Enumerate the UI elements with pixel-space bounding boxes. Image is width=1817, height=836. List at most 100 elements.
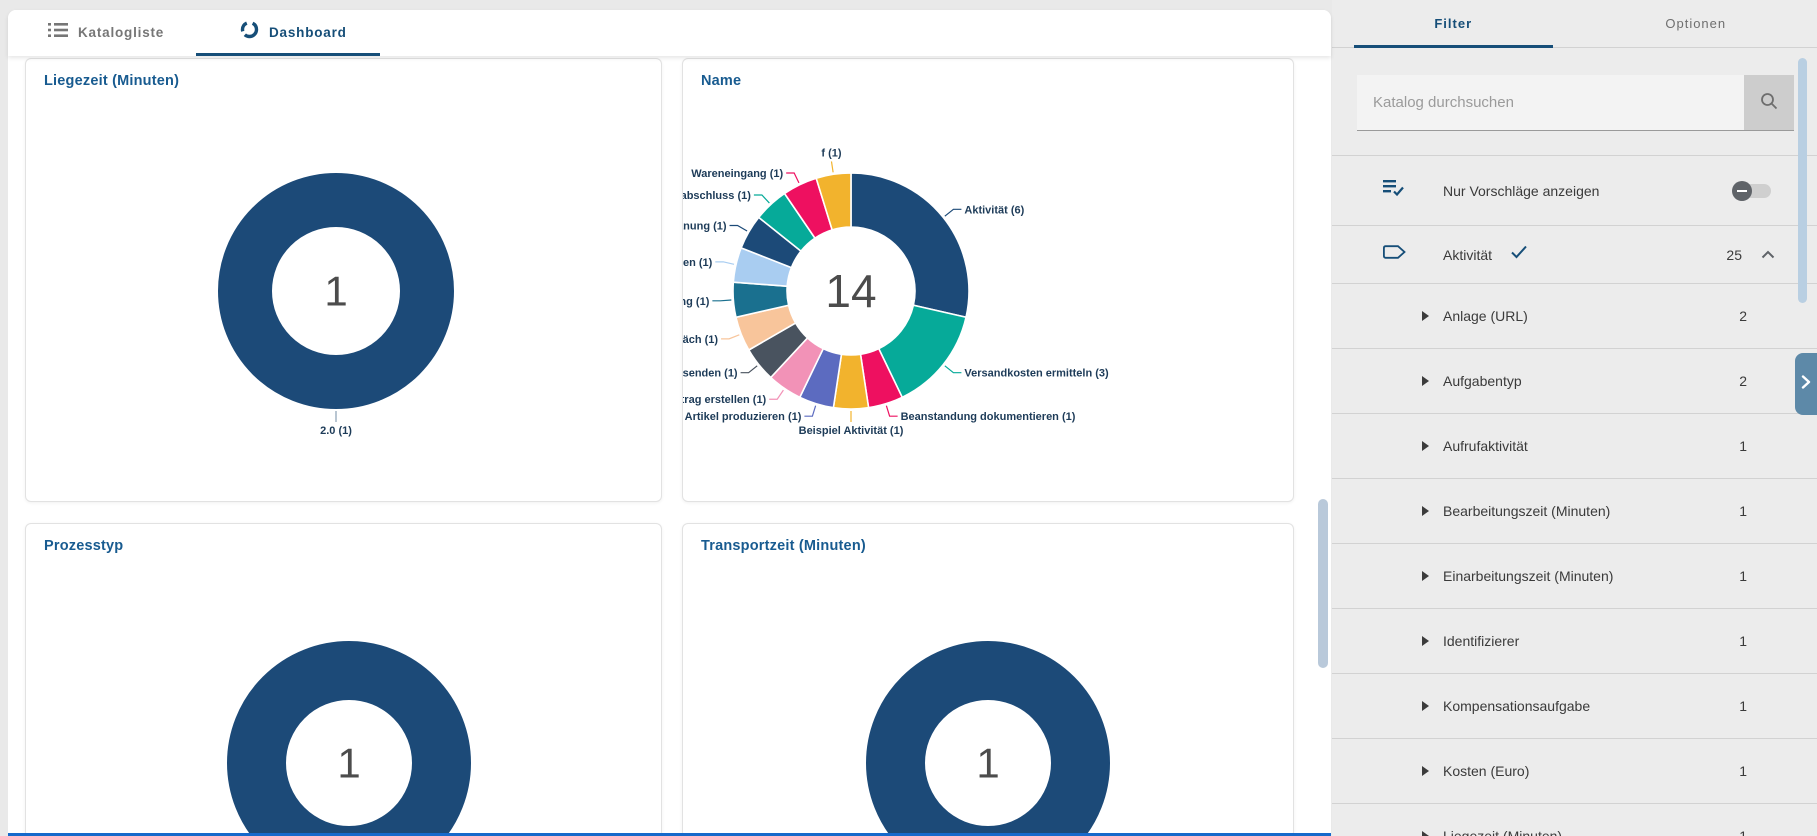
sidebar-scrollbar-thumb[interactable] — [1798, 58, 1807, 303]
group-row-aktivitaet[interactable]: Aktivität 25 — [1332, 226, 1817, 283]
label-leader-line — [753, 194, 770, 204]
tab-optionen[interactable]: Optionen — [1665, 16, 1727, 31]
chart-title: Name — [701, 73, 742, 89]
expand-triangle-icon[interactable] — [1422, 376, 1429, 386]
item-count: 1 — [1739, 828, 1747, 836]
item-count: 1 — [1739, 633, 1747, 649]
tab-katalogliste[interactable]: Katalogliste — [48, 10, 164, 54]
search-input[interactable] — [1357, 75, 1744, 130]
label-leader-line — [721, 334, 740, 340]
item-count: 1 — [1739, 438, 1747, 454]
segment-label: 2.0 (1) — [320, 425, 352, 437]
segment-label: Personalplanung (1) — [683, 296, 710, 308]
item-label: Aufgabentyp — [1443, 373, 1522, 389]
item-label: Einarbeitungszeit (Minuten) — [1443, 568, 1614, 584]
list-item[interactable]: Einarbeitungszeit (Minuten) 1 — [1332, 543, 1817, 608]
expand-triangle-icon[interactable] — [1422, 311, 1429, 321]
tab-dashboard[interactable]: Dashboard — [240, 10, 347, 54]
list-item[interactable]: Aufgabentyp 2 — [1332, 348, 1817, 413]
expand-triangle-icon[interactable] — [1422, 441, 1429, 451]
expand-triangle-icon[interactable] — [1422, 506, 1429, 516]
item-count: 2 — [1739, 308, 1747, 324]
item-label: Identifizierer — [1443, 633, 1520, 649]
toggle-thumb — [1732, 180, 1752, 201]
group-count: 25 — [1726, 246, 1742, 263]
list-item[interactable]: Anlage (URL) 2 — [1332, 283, 1817, 348]
label-leader-line — [944, 365, 962, 374]
horizontal-scroll-indicator[interactable] — [8, 833, 1331, 836]
suggestions-toggle-row: Nur Vorschläge anzeigen — [1332, 156, 1817, 225]
label-leader-line — [786, 172, 800, 184]
expand-triangle-icon[interactable] — [1422, 636, 1429, 646]
expand-triangle-icon[interactable] — [1422, 831, 1429, 836]
list-item[interactable]: Liegezeit (Minuten) 1 — [1332, 803, 1817, 836]
divider — [1332, 155, 1817, 156]
list-item[interactable]: Aufrufaktivität 1 — [1332, 413, 1817, 478]
segment-label: Versandkosten ermitteln (3) — [964, 368, 1109, 380]
tab-dashboard-label: Dashboard — [269, 24, 347, 40]
chart-title: Transportzeit (Minuten) — [701, 538, 866, 554]
donut-center-total: 1 — [337, 740, 360, 787]
donut-chart: Aktivität (6) Versandkosten ermitteln (3)… — [683, 147, 1109, 437]
sidebar-tab-bar: Filter Optionen — [1332, 0, 1817, 48]
label-leader-line — [740, 365, 758, 374]
donut-segment[interactable] — [227, 641, 471, 836]
expand-triangle-icon[interactable] — [1422, 766, 1429, 776]
expand-triangle-icon[interactable] — [1422, 571, 1429, 581]
donut-segment[interactable] — [815, 172, 852, 231]
label-leader-line — [769, 389, 784, 400]
tab-filter[interactable]: Filter — [1332, 0, 1575, 48]
sidebar-collapse-button[interactable] — [1795, 353, 1817, 415]
active-tab-underline — [196, 53, 380, 56]
chart-card-name: Name Aktivität (6) Versandkosten ermittel… — [682, 58, 1294, 502]
segment-label: Lieferantenvertrag erstellen (1) — [683, 394, 767, 406]
group-label: Aktivität — [1443, 246, 1493, 263]
tab-katalogliste-label: Katalogliste — [78, 24, 165, 40]
item-label: Bearbeitungszeit (Minuten) — [1443, 503, 1611, 519]
donut-center-total: 1 — [976, 740, 999, 787]
chart-title: Liegezeit (Minuten) — [44, 73, 180, 89]
segment-label: Bestellte Artikel produzieren (1) — [683, 411, 802, 423]
donut-segment[interactable] — [866, 641, 1110, 836]
item-count: 1 — [1739, 568, 1747, 584]
chart-card-liegezeit: Liegezeit (Minuten) 2.0 (1) 1 — [25, 58, 662, 502]
search-button[interactable] — [1744, 75, 1794, 130]
list-item[interactable]: Kompensationsaufgabe 1 — [1332, 673, 1817, 738]
chart-title: Prozesstyp — [44, 538, 124, 554]
item-label: Aufrufaktivität — [1443, 438, 1528, 454]
label-leader-line — [712, 299, 732, 302]
segment-label: Unternehmensplanung (1) — [683, 221, 727, 233]
list-item[interactable]: Bearbeitungszeit (Minuten) 1 — [1332, 478, 1817, 543]
donut-segment[interactable] — [850, 172, 970, 319]
segment-label: Beispiel Aktivität (1) — [799, 425, 904, 437]
item-count: 1 — [1739, 698, 1747, 714]
chevron-right-icon — [1801, 374, 1811, 394]
donut-segment[interactable] — [218, 173, 454, 409]
list-item[interactable]: Kosten (Euro) 1 — [1332, 738, 1817, 803]
segment-label: f (1) — [821, 147, 842, 159]
main-tab-bar: Katalogliste Dashboard — [8, 10, 1331, 56]
chart-card-prozesstyp: Prozesstyp 1 — [25, 523, 662, 836]
divider — [1332, 225, 1817, 226]
item-label: Kosten (Euro) — [1443, 763, 1530, 779]
filter-sidebar: Filter Optionen — [1332, 0, 1817, 836]
chevron-up-icon[interactable] — [1761, 246, 1775, 264]
label-leader-line — [715, 261, 735, 265]
chart-card-transportzeit: Transportzeit (Minuten) 1 — [682, 523, 1294, 836]
suggestions-toggle-switch[interactable] — [1732, 180, 1771, 201]
donut-chart: 1 — [227, 641, 471, 836]
segment-label: Lieferantenvertrag versenden (1) — [683, 368, 738, 380]
filter-item-list: Anlage (URL) 2 Aufgabentyp 2 Aufrufaktivität… — [1332, 283, 1817, 836]
label-leader-line — [830, 161, 834, 173]
list-item[interactable]: Identifizierer 1 — [1332, 608, 1817, 673]
playlist-check-icon — [1383, 179, 1405, 202]
donut-chart: 2.0 (1) 1 — [218, 173, 454, 437]
main-scrollbar-thumb[interactable] — [1318, 499, 1328, 668]
item-label: Anlage (URL) — [1443, 308, 1528, 324]
segment-label: Wareneingang (1) — [691, 168, 783, 180]
donut-chart-icon — [240, 20, 259, 44]
item-label: Liegezeit (Minuten) — [1443, 828, 1563, 836]
expand-triangle-icon[interactable] — [1422, 701, 1429, 711]
donut-center-total: 1 — [324, 268, 347, 315]
